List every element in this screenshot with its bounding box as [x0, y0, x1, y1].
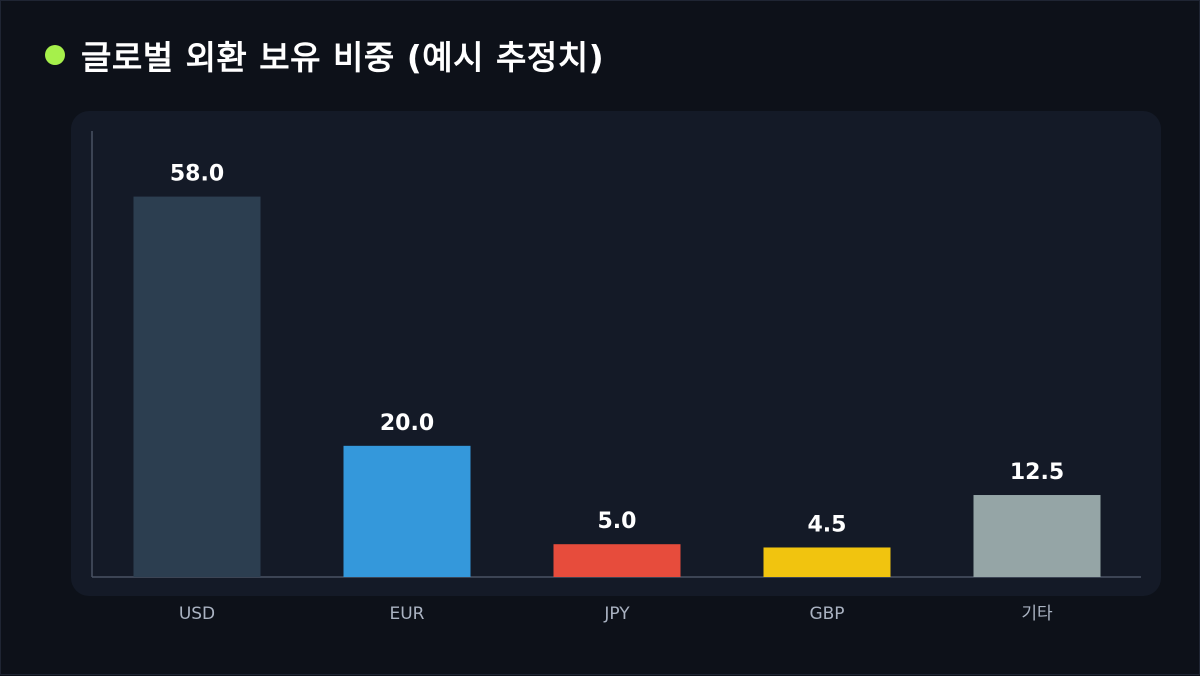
chart-title: 글로벌 외환 보유 비중 (예시 추정치): [81, 38, 605, 77]
title-row: 글로벌 외환 보유 비중 (예시 추정치): [45, 29, 604, 81]
value-label: 12.5: [1010, 460, 1064, 485]
bar-기타: [973, 495, 1101, 577]
bar-eur: [343, 445, 471, 577]
value-label: 4.5: [808, 512, 847, 537]
value-label: 20.0: [380, 411, 434, 436]
bar-gbp: [763, 547, 891, 577]
bar-usd: [133, 196, 261, 577]
category-label: USD: [179, 604, 215, 624]
value-label: 5.0: [598, 509, 637, 534]
bar-jpy: [553, 544, 681, 577]
bars-group: 58.0 USD 20.0 EUR 5.0 JPY 4.5 GBP 12.5 기타: [133, 162, 1101, 624]
title-dot-icon: [45, 45, 65, 65]
category-label: GBP: [809, 604, 844, 624]
value-label: 58.0: [170, 162, 224, 187]
category-label: 기타: [1021, 604, 1053, 624]
category-label: EUR: [390, 604, 425, 624]
category-label: JPY: [603, 604, 630, 624]
